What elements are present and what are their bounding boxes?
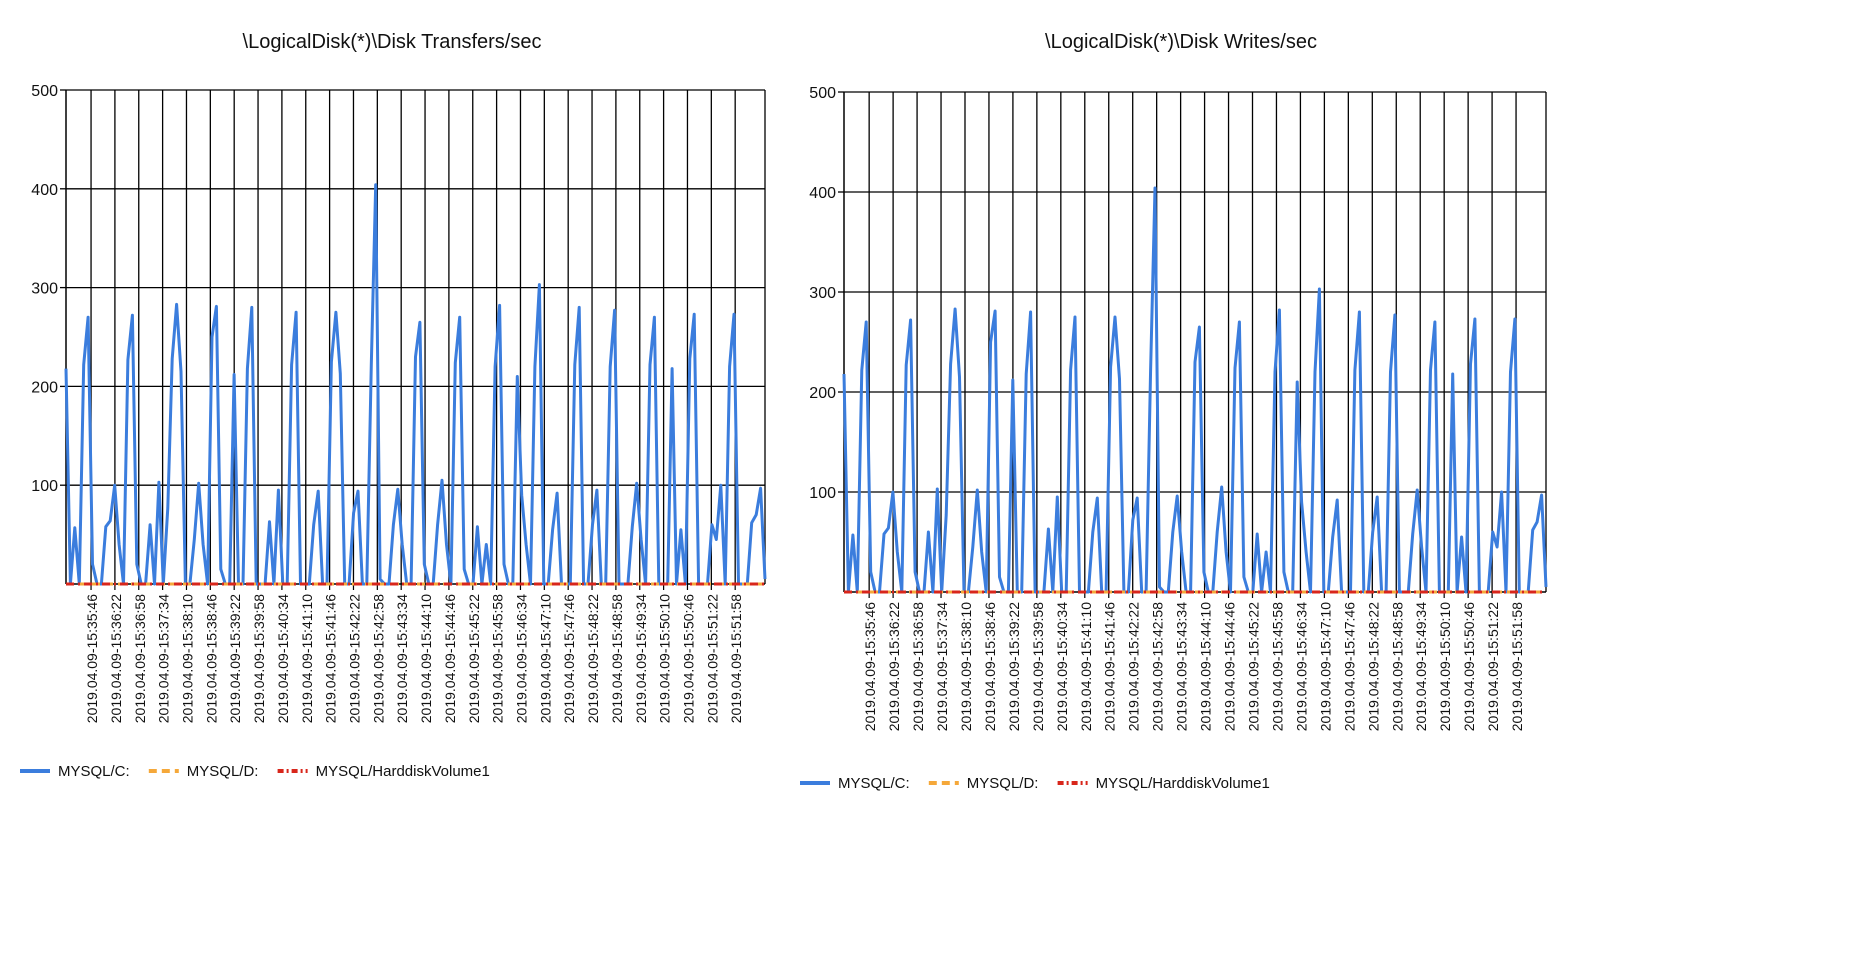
y-tick-label: 300 <box>31 281 58 298</box>
x-tick-label: 2019.04.09-15:51:22 <box>704 594 720 723</box>
x-tick-label: 2019.04.09-15:38:46 <box>203 594 219 723</box>
x-tick-label: 2019.04.09-15:44:10 <box>418 594 434 723</box>
x-tick-label: 2019.04.09-15:48:22 <box>1365 602 1381 731</box>
legend: MYSQL/C: MYSQL/D: MYSQL/HarddiskVolume1 <box>800 775 1270 792</box>
x-tick-label: 2019.04.09-15:46:34 <box>513 594 529 723</box>
x-tick-label: 2019.04.09-15:44:46 <box>1222 602 1238 731</box>
x-tick-label: 2019.04.09-15:51:58 <box>728 594 744 723</box>
x-tick-label: 2019.04.09-15:47:10 <box>1317 602 1333 731</box>
x-tick-label: 2019.04.09-15:50:46 <box>680 594 696 723</box>
x-tick-label: 2019.04.09-15:48:22 <box>585 594 601 723</box>
y-tick-label: 200 <box>809 385 836 402</box>
x-tick-label: 2019.04.09-15:42:22 <box>346 594 362 723</box>
legend-label: MYSQL/C: <box>58 763 130 780</box>
x-tick-label: 2019.04.09-15:36:58 <box>132 594 148 723</box>
x-tick-label: 2019.04.09-15:36:22 <box>108 594 124 723</box>
chart-0: \LogicalDisk(*)\Disk Transfers/sec 100 200… <box>20 31 767 780</box>
x-tick-label: 2019.04.09-15:47:46 <box>1341 602 1357 731</box>
x-tick-label: 2019.04.09-15:45:58 <box>1269 602 1285 731</box>
x-tick-label: 2019.04.09-15:39:22 <box>1006 602 1022 731</box>
x-tick-label: 2019.04.09-15:50:10 <box>1437 602 1453 731</box>
series-line-mysql-c- <box>64 183 767 586</box>
x-tick-label: 2019.04.09-15:47:10 <box>537 594 553 723</box>
x-tick-label: 2019.04.09-15:36:58 <box>910 602 926 731</box>
y-tick-label: 500 <box>809 85 836 102</box>
x-tick-label: 2019.04.09-15:42:22 <box>1126 602 1142 731</box>
legend-label: MYSQL/HarddiskVolume1 <box>316 763 490 780</box>
x-tick-label: 2019.04.09-15:41:46 <box>1102 602 1118 731</box>
x-tick-label: 2019.04.09-15:36:22 <box>886 602 902 731</box>
x-tick-label: 2019.04.09-15:38:10 <box>958 602 974 731</box>
x-tick-label: 2019.04.09-15:39:22 <box>227 594 243 723</box>
chart-writes: \LogicalDisk(*)\Disk Writes/sec 100 200 300… <box>800 31 1548 792</box>
x-tick-label: 2019.04.09-15:38:46 <box>982 602 998 731</box>
legend-label: MYSQL/D: <box>967 775 1039 792</box>
x-tick-label: 2019.04.09-15:48:58 <box>1389 602 1405 731</box>
chart-transfers: \LogicalDisk(*)\Disk Transfers/sec 100 200… <box>20 31 767 780</box>
x-tick-label: 2019.04.09-15:49:34 <box>633 594 649 723</box>
x-tick-label: 2019.04.09-15:37:34 <box>156 594 172 723</box>
x-tick-label: 2019.04.09-15:43:34 <box>1174 602 1190 731</box>
y-tick-label: 100 <box>809 485 836 502</box>
series-line-mysql-c- <box>842 186 1548 594</box>
x-tick-label: 2019.04.09-15:50:46 <box>1461 602 1477 731</box>
chart-title: \LogicalDisk(*)\Disk Transfers/sec <box>243 31 542 53</box>
x-tick-label: 2019.04.09-15:46:34 <box>1293 602 1309 731</box>
x-tick-label: 2019.04.09-15:40:34 <box>275 594 291 723</box>
x-tick-label: 2019.04.09-15:40:34 <box>1054 602 1070 731</box>
x-tick-label: 2019.04.09-15:42:58 <box>1150 602 1166 731</box>
chart-1: \LogicalDisk(*)\Disk Writes/sec 100 200 300… <box>800 31 1548 792</box>
x-tick-label: 2019.04.09-15:41:10 <box>299 594 315 723</box>
x-tick-label: 2019.04.09-15:44:10 <box>1198 602 1214 731</box>
x-tick-label: 2019.04.09-15:45:22 <box>1246 602 1262 731</box>
x-tick-label: 2019.04.09-15:45:58 <box>490 594 506 723</box>
y-tick-label: 400 <box>809 185 836 202</box>
x-tick-label: 2019.04.09-15:49:34 <box>1413 602 1429 731</box>
legend-label: MYSQL/C: <box>838 775 910 792</box>
y-tick-label: 100 <box>31 478 58 495</box>
x-tick-label: 2019.04.09-15:39:58 <box>251 594 267 723</box>
y-tick-label: 500 <box>31 83 58 100</box>
x-tick-label: 2019.04.09-15:41:46 <box>323 594 339 723</box>
legend-label: MYSQL/D: <box>187 763 259 780</box>
x-tick-label: 2019.04.09-15:37:34 <box>934 602 950 731</box>
x-tick-label: 2019.04.09-15:44:46 <box>442 594 458 723</box>
x-tick-label: 2019.04.09-15:51:58 <box>1509 602 1525 731</box>
y-tick-label: 400 <box>31 182 58 199</box>
x-tick-label: 2019.04.09-15:43:34 <box>394 594 410 723</box>
y-tick-label: 200 <box>31 379 58 396</box>
x-tick-label: 2019.04.09-15:42:58 <box>370 594 386 723</box>
y-tick-label: 300 <box>809 285 836 302</box>
x-tick-label: 2019.04.09-15:39:58 <box>1030 602 1046 731</box>
x-tick-label: 2019.04.09-15:45:22 <box>466 594 482 723</box>
x-tick-label: 2019.04.09-15:50:10 <box>657 594 673 723</box>
x-tick-label: 2019.04.09-15:41:10 <box>1078 602 1094 731</box>
legend: MYSQL/C: MYSQL/D: MYSQL/HarddiskVolume1 <box>20 763 490 780</box>
chart-title: \LogicalDisk(*)\Disk Writes/sec <box>1045 31 1317 53</box>
x-tick-label: 2019.04.09-15:35:46 <box>862 602 878 731</box>
x-tick-label: 2019.04.09-15:48:58 <box>609 594 625 723</box>
x-tick-label: 2019.04.09-15:38:10 <box>179 594 195 723</box>
x-tick-label: 2019.04.09-15:35:46 <box>84 594 100 723</box>
legend-label: MYSQL/HarddiskVolume1 <box>1096 775 1270 792</box>
x-tick-label: 2019.04.09-15:47:46 <box>561 594 577 723</box>
x-tick-label: 2019.04.09-15:51:22 <box>1485 602 1501 731</box>
